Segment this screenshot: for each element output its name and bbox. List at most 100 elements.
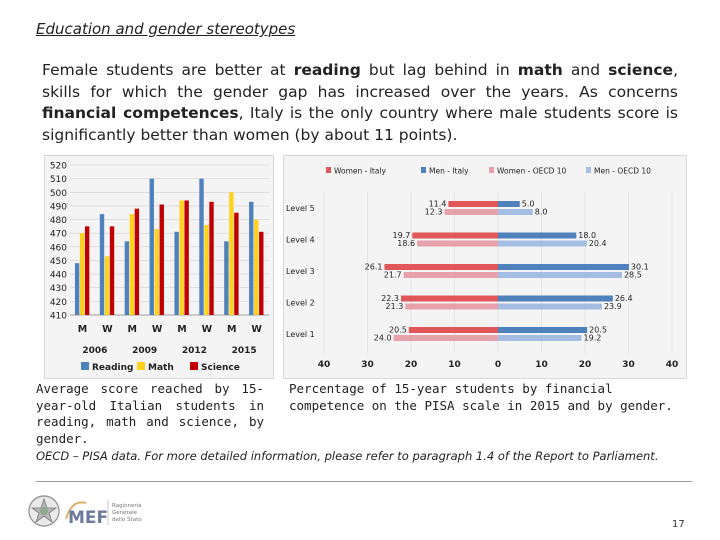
bar-reading: [249, 201, 254, 315]
bar-women---oecd-10: [417, 240, 498, 247]
bar-reading: [199, 178, 204, 315]
intro-bold-reading: reading: [293, 61, 361, 79]
mef-subtitle-line: dello Stato: [112, 517, 142, 523]
financial-competence-chart: Women - Italy Men - Italy Women - OECD 10 M…: [286, 167, 678, 371]
data-label: 28.5: [624, 271, 642, 280]
bar-math: [129, 214, 135, 315]
bar-women---oecd-10: [403, 272, 498, 278]
gender-tick-label: W: [202, 324, 213, 335]
x-tick-label: 0: [495, 360, 501, 370]
bar-math: [254, 219, 259, 315]
mef-logo: MEF Ragioneria Generale dello Stato: [64, 495, 154, 529]
level-label: Level 4: [286, 236, 315, 245]
intro-paragraph: Female students are better at reading bu…: [42, 60, 678, 146]
data-label: 20.5: [389, 326, 407, 335]
page-title: Education and gender stereotypes: [36, 20, 296, 38]
bar-math: [229, 192, 234, 315]
y-tick-label: 460: [50, 243, 67, 253]
bar-science: [234, 212, 239, 315]
intro-text: , skills for which the gender gap has in…: [42, 61, 679, 101]
y-tick-label: 420: [50, 298, 67, 308]
x-tick-label: 30: [622, 360, 635, 370]
y-tick-label: 490: [50, 202, 67, 212]
legend-swatch: [586, 167, 591, 173]
y-tick-label: 520: [50, 162, 67, 172]
level-label: Level 2: [286, 299, 315, 308]
scores-bar-chart: 520 510 500 490 480 470 460 450 440 430 420 410 M W M W…: [50, 162, 269, 373]
intro-bold-math: math: [517, 61, 563, 79]
intro-bold-financial: financial competences: [42, 104, 239, 122]
gender-tick-label: M: [78, 324, 87, 335]
intro-text: and: [562, 61, 609, 79]
bar-women---oecd-10: [444, 209, 498, 215]
data-label: 18.0: [578, 231, 596, 240]
data-label: 22.3: [381, 294, 399, 303]
bar-women---italy: [408, 327, 498, 333]
bar-women---italy: [384, 264, 498, 270]
y-tick-label: 500: [50, 189, 67, 199]
data-label: 19.7: [392, 231, 410, 240]
data-label: 26.1: [365, 263, 383, 272]
bar-men---italy: [498, 201, 520, 207]
gender-tick-label: M: [177, 324, 186, 335]
bar-science: [109, 226, 115, 315]
gender-tick-label: W: [102, 324, 113, 335]
mef-logo-text: MEF: [68, 508, 108, 528]
y-tick-label: 450: [50, 257, 67, 267]
y-tick-label: 410: [50, 312, 67, 322]
legend-label: Women - OECD 10: [497, 167, 567, 176]
bar-reading: [149, 178, 154, 315]
bar-reading: [74, 263, 80, 315]
data-label: 24.0: [374, 334, 392, 343]
mef-subtitle-line: Ragioneria: [112, 503, 142, 509]
data-label: 18.6: [397, 239, 415, 248]
data-label: 19.2: [584, 334, 602, 343]
legend-swatch: [137, 362, 145, 370]
italian-emblem-icon: [28, 495, 60, 527]
data-label: 20.5: [589, 326, 607, 335]
footer-divider: [36, 481, 692, 482]
gender-tick-label: W: [152, 324, 163, 335]
data-label: 12.3: [425, 208, 443, 217]
intro-text: Female students are better at: [42, 61, 294, 79]
x-tick-label: 20: [405, 360, 418, 370]
bar-reading: [174, 231, 179, 315]
legend-label: Science: [201, 363, 240, 373]
intro-bold-science: science: [608, 61, 674, 79]
x-tick-label: 40: [318, 360, 331, 370]
legend-label: Men - Italy: [429, 167, 469, 176]
x-tick-label: 10: [535, 360, 548, 370]
bar-women---oecd-10: [393, 335, 498, 341]
gender-tick-label: M: [127, 324, 136, 335]
x-tick-label: 10: [448, 360, 461, 370]
scores-chart-panel: 520 510 500 490 480 470 460 450 440 430 420 410 M W M W…: [44, 155, 274, 379]
bar-men---italy: [498, 264, 629, 270]
bar-math: [104, 256, 110, 315]
bar-men---oecd-10: [498, 209, 533, 215]
level-label: Level 5: [286, 204, 315, 213]
legend-swatch: [489, 167, 494, 173]
gender-tick-label: W: [251, 324, 262, 335]
bar-men---italy: [498, 295, 613, 302]
bar-math: [204, 225, 209, 315]
bar-men---italy: [498, 327, 588, 333]
bar-science: [159, 204, 164, 315]
year-label: 2006: [82, 346, 107, 356]
bar-men---oecd-10: [498, 272, 622, 278]
legend-swatch: [81, 362, 89, 370]
data-label: 26.4: [615, 294, 633, 303]
y-tick-label: 440: [50, 271, 67, 281]
left-chart-caption: Average score reached by 15-year-old Ita…: [36, 381, 264, 446]
bar-math: [179, 200, 184, 315]
source-note: OECD – PISA data. For more detailed info…: [36, 449, 659, 463]
bar-science: [184, 200, 189, 315]
legend-label: Math: [148, 363, 174, 373]
data-label: 23.9: [604, 302, 622, 311]
intro-text: but lag behind in: [360, 61, 518, 79]
year-label: 2012: [182, 346, 207, 356]
bar-math: [154, 229, 159, 315]
y-tick-label: 510: [50, 175, 67, 185]
bar-reading: [124, 241, 130, 315]
level-label: Level 1: [286, 330, 315, 339]
y-tick-label: 480: [50, 216, 67, 226]
